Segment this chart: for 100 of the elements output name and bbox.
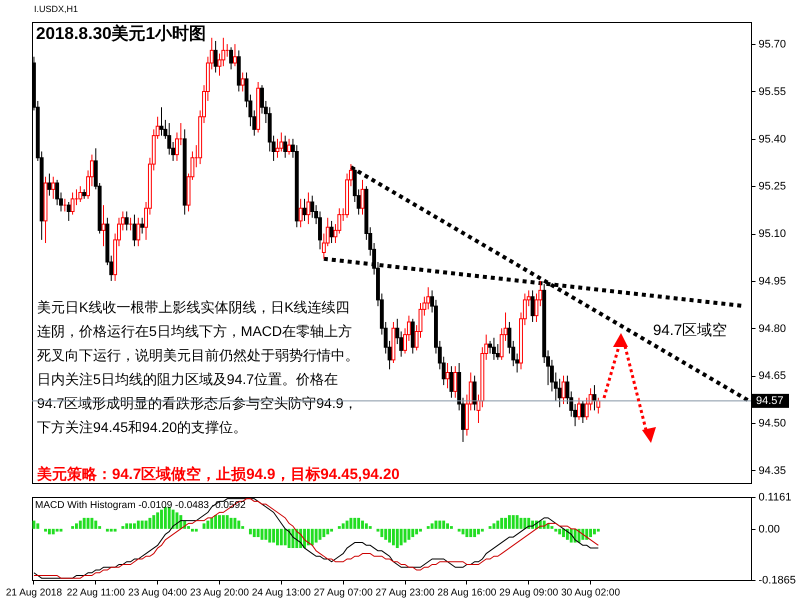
bar: [136, 520, 140, 529]
bar: [368, 526, 372, 529]
bar: [114, 528, 117, 532]
bar: [306, 528, 310, 546]
bar: [407, 528, 410, 540]
bar: [132, 523, 136, 529]
y-tick-label: 94.50: [758, 418, 786, 430]
bar: [508, 515, 511, 529]
bar: [129, 523, 132, 529]
x-tick-label: 23 Aug 04:00: [128, 588, 188, 598]
x-tick-label: 24 Aug 13:00: [252, 588, 312, 598]
bar: [264, 528, 268, 540]
bar: [550, 526, 554, 529]
bar: [558, 528, 562, 534]
text: I.USDX,H1: [34, 4, 78, 14]
candlestick: [240, 72, 245, 92]
bar: [260, 528, 264, 540]
bar: [392, 528, 395, 546]
bar: [56, 528, 59, 532]
bar: [190, 528, 194, 532]
candlestick: [47, 173, 52, 196]
bar: [48, 528, 51, 534]
annotation: 美元策略：94.7区域做空，止损94.9，目标94.45,94.20: [36, 465, 400, 483]
bar: [233, 518, 236, 529]
bar: [426, 526, 430, 529]
bar: [400, 528, 403, 546]
candlestick: [229, 46, 234, 70]
bar: [140, 520, 144, 529]
bar: [32, 520, 36, 529]
candlestick: [492, 337, 496, 360]
bar: [419, 528, 422, 532]
candlestick: [449, 366, 454, 398]
bar: [214, 515, 218, 529]
bar: [206, 520, 210, 529]
bar: [176, 512, 178, 529]
candlestick: [446, 362, 450, 389]
candlestick: [298, 198, 303, 228]
bar: [322, 528, 326, 538]
bar: [415, 528, 418, 534]
bar: [291, 528, 294, 548]
candlestick: [51, 176, 56, 200]
bar: [172, 510, 175, 529]
bar: [523, 518, 526, 529]
bar: [82, 518, 86, 529]
y-tick-label: 94.80: [758, 322, 786, 335]
bar: [280, 528, 283, 546]
ref-line-label: 94.57: [756, 394, 784, 407]
candlestick: [302, 198, 306, 222]
y-tick-label: 0.00: [758, 523, 780, 536]
candlestick: [136, 217, 140, 247]
candlestick: [530, 290, 535, 322]
candlestick: [472, 375, 477, 411]
bar: [338, 526, 341, 529]
candlestick: [453, 366, 458, 398]
y-tick-label: 94.65: [758, 370, 786, 382]
bar: [465, 528, 468, 538]
y-tick-label: 95.40: [758, 133, 786, 146]
chart-title: 2018.8.30美元1小时图: [36, 24, 206, 43]
bar: [164, 506, 167, 529]
bar: [256, 528, 260, 538]
bar: [592, 528, 596, 534]
bar: [438, 520, 442, 529]
bar: [71, 526, 74, 529]
candlestick: [232, 44, 237, 67]
candlestick: [70, 192, 75, 216]
x-tick-label: 29 Aug 09:00: [499, 588, 559, 598]
bar: [589, 528, 592, 538]
x-tick-label: 22 Aug 11:00: [66, 588, 126, 598]
bar: [477, 528, 480, 534]
bar: [492, 523, 496, 529]
y-tick-label: -0.1865: [758, 574, 796, 586]
candlestick: [102, 204, 106, 247]
x-tick-label: 27 Aug 23:00: [376, 588, 435, 598]
bar: [458, 528, 461, 532]
bar: [160, 510, 163, 529]
candlestick: [214, 40, 218, 74]
bar: [237, 520, 240, 529]
bar: [364, 523, 368, 529]
bar: [218, 515, 221, 529]
candlestick: [82, 188, 86, 200]
y-tick-label: 94.35: [758, 464, 786, 477]
bar: [430, 523, 434, 529]
bar: [562, 528, 565, 538]
bar: [284, 528, 287, 546]
y-tick-label: 95.10: [758, 228, 786, 240]
candlestick: [306, 192, 310, 225]
x-tick-label: 23 Aug 20:00: [190, 588, 250, 598]
bar: [496, 520, 500, 529]
bar: [202, 523, 206, 529]
bar: [520, 518, 522, 529]
bar: [404, 528, 406, 543]
bar: [288, 528, 291, 548]
x-tick-label: 27 Aug 07:00: [314, 588, 374, 598]
bar: [480, 528, 484, 532]
x-tick-label: 21 Aug 2018: [6, 588, 62, 598]
y-tick-label: 95.70: [758, 38, 786, 51]
candlestick: [330, 220, 334, 244]
bar: [230, 518, 233, 529]
x-tick-label: 28 Aug 16:00: [437, 588, 497, 598]
bar: [318, 528, 322, 540]
